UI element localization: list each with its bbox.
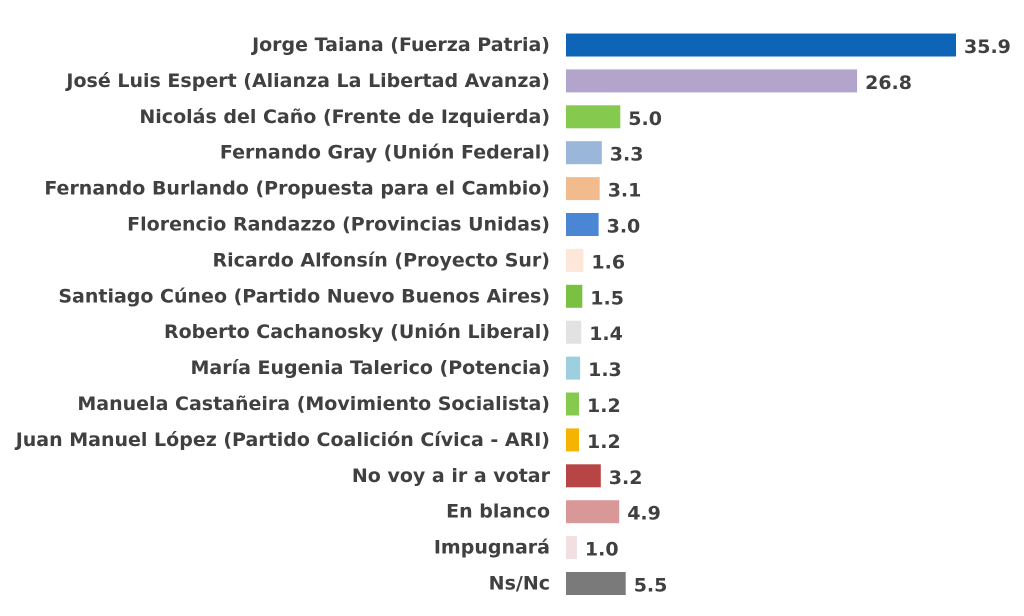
bar <box>566 69 858 93</box>
bar <box>566 536 577 560</box>
value-label: 3.1 <box>608 180 642 202</box>
category-label: Impugnará <box>434 537 550 559</box>
value-label: 1.0 <box>585 539 619 561</box>
value-label: 4.9 <box>627 503 661 525</box>
bar <box>566 105 621 129</box>
value-label: 26.8 <box>865 72 912 94</box>
value-label: 1.3 <box>588 359 622 381</box>
bar <box>566 284 583 308</box>
category-label: Roberto Cachanosky (Unión Liberal) <box>164 321 550 343</box>
value-label: 3.3 <box>610 144 644 166</box>
category-label: Ricardo Alfonsín (Proyecto Sur) <box>213 249 550 271</box>
value-label: 1.6 <box>591 251 625 273</box>
value-label: 5.5 <box>634 575 668 597</box>
bar <box>566 500 620 524</box>
category-label: Florencio Randazzo (Provincias Unidas) <box>127 214 550 236</box>
bar <box>566 141 602 165</box>
bar <box>566 572 626 595</box>
category-label: Jorge Taiana (Fuerza Patria) <box>250 34 550 56</box>
value-label: 35.9 <box>964 36 1011 58</box>
category-label: Fernando Burlando (Propuesta para el Cam… <box>44 178 550 200</box>
value-label: 5.0 <box>628 108 662 130</box>
value-label: 1.2 <box>587 431 621 453</box>
category-label: Juan Manuel López (Partido Coalición Cív… <box>14 429 550 451</box>
value-label: 3.0 <box>607 216 641 238</box>
value-label: 1.4 <box>589 323 623 345</box>
category-label: Nicolás del Caño (Frente de Izquierda) <box>139 106 550 128</box>
bar <box>566 464 601 488</box>
bar <box>566 248 584 272</box>
bar <box>566 177 600 201</box>
category-label: Ns/Nc <box>489 573 550 595</box>
category-label: José Luis Espert (Alianza La Libertad Av… <box>64 70 550 92</box>
bar <box>566 428 579 452</box>
category-label: Santiago Cúneo (Partido Nuevo Buenos Air… <box>58 285 550 307</box>
bar <box>566 356 581 380</box>
bar <box>566 392 579 416</box>
category-label: En blanco <box>446 501 550 523</box>
category-label: Manuela Castañeira (Movimiento Socialist… <box>77 393 550 415</box>
category-label: Fernando Gray (Unión Federal) <box>220 142 550 164</box>
value-label: 1.5 <box>590 287 624 309</box>
value-label: 3.2 <box>609 467 643 489</box>
category-label: María Eugenia Talerico (Potencia) <box>191 357 551 379</box>
category-label: No voy a ir a votar <box>352 465 551 487</box>
bar <box>566 33 956 57</box>
bar <box>566 320 582 344</box>
value-label: 1.2 <box>587 395 621 417</box>
bar <box>566 213 599 236</box>
